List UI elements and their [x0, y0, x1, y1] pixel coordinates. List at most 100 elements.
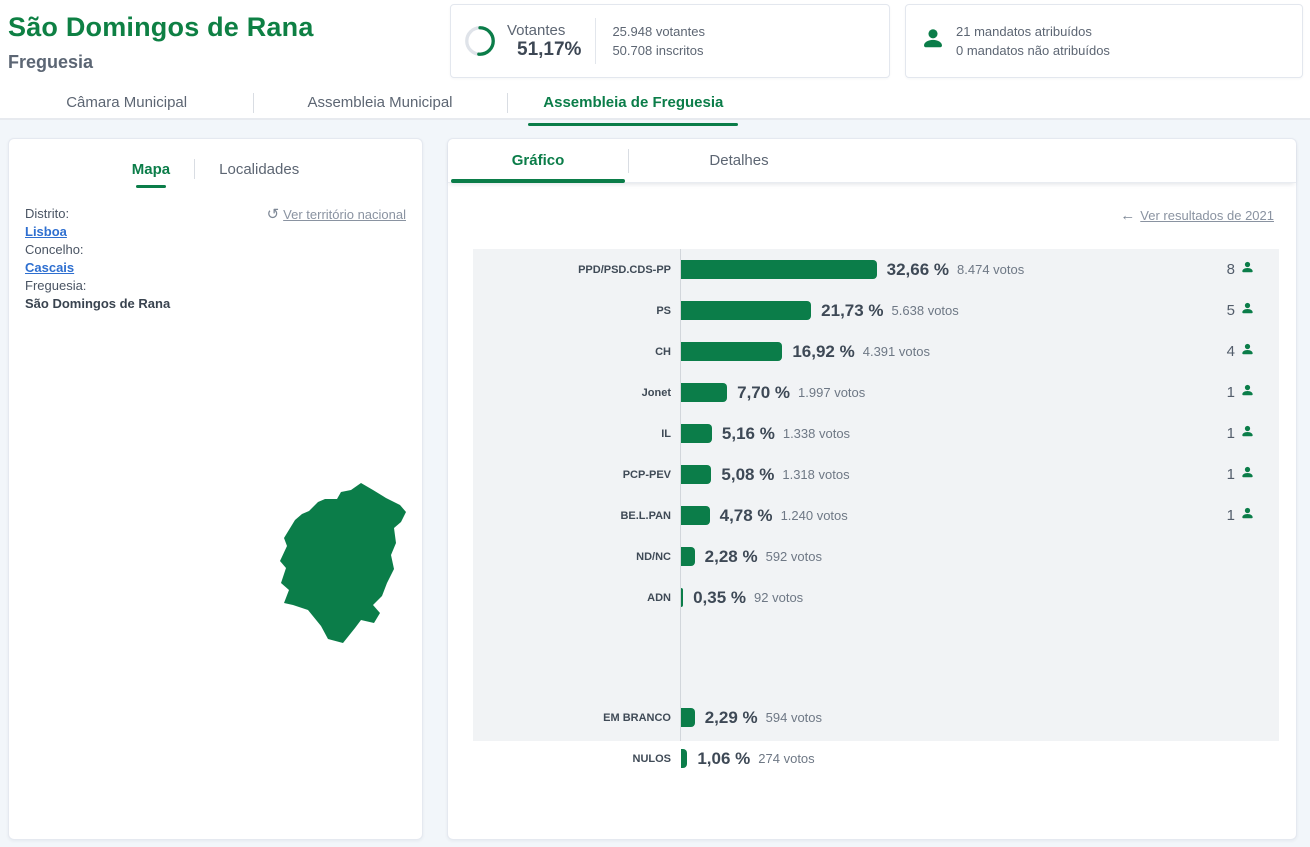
- tab-assembleia-municipal[interactable]: Assembleia Municipal: [253, 92, 506, 120]
- person-icon: [1240, 260, 1255, 279]
- district-link[interactable]: Lisboa: [25, 224, 67, 239]
- mandates-indicator: 1: [1227, 506, 1279, 525]
- rotate-left-icon: ↺: [267, 205, 280, 223]
- result-bar: [681, 383, 727, 402]
- chart-row: Jonet 7,70 % 1.997 votos 1: [473, 372, 1279, 413]
- tab-mapa[interactable]: Mapa: [108, 161, 194, 178]
- mandates-indicator: 1: [1227, 465, 1279, 484]
- mandates-indicator: 1: [1227, 424, 1279, 443]
- active-tab-underline: [528, 123, 738, 126]
- view-2021-results-link[interactable]: ← Ver resultados de 2021: [1120, 207, 1274, 224]
- mandates-card: 21 mandatos atribuídos 0 mandatos não at…: [905, 4, 1303, 78]
- mandates-unassigned: 0 mandatos não atribuídos: [956, 41, 1110, 60]
- mandates-indicator: 4: [1227, 342, 1279, 361]
- person-icon: [920, 26, 946, 57]
- chart-row: CH 16,92 % 4.391 votos 4: [473, 331, 1279, 372]
- percent-value: 32,66 %: [887, 260, 949, 280]
- mandates-summary: 21 mandatos atribuídos 0 mandatos não at…: [956, 22, 1110, 60]
- card-divider: [595, 18, 596, 64]
- person-icon: [1240, 506, 1255, 525]
- mandates-indicator: 8: [1227, 260, 1279, 279]
- person-icon: [1240, 465, 1255, 484]
- page-title: São Domingos de Rana: [8, 12, 314, 43]
- bar-track: 0,35 % 92 votos: [680, 588, 1279, 608]
- person-icon: [1240, 342, 1255, 361]
- turnout-summary: Votantes 51,17%: [507, 22, 581, 61]
- header: São Domingos de Rana Freguesia Votantes …: [0, 0, 1310, 120]
- votes-value: 4.391 votos: [863, 344, 930, 359]
- tab-grafico[interactable]: Gráfico: [448, 139, 628, 183]
- turnout-card: Votantes 51,17% 25.948 votantes 50.708 i…: [450, 4, 890, 78]
- turnout-progress-ring: [463, 24, 497, 58]
- tab-localidades[interactable]: Localidades: [195, 161, 323, 178]
- percent-value: 5,08 %: [721, 465, 774, 485]
- party-label: ADN: [473, 592, 680, 604]
- percent-value: 7,70 %: [737, 383, 790, 403]
- result-bar: [681, 708, 695, 727]
- result-bar: [681, 506, 710, 525]
- votes-value: 1.338 votos: [783, 426, 850, 441]
- reset-link-label: Ver território nacional: [283, 207, 406, 222]
- party-label: ND/NC: [473, 551, 680, 563]
- tab-detalhes[interactable]: Detalhes: [629, 139, 849, 183]
- result-bar: [681, 588, 683, 607]
- party-label: PS: [473, 305, 680, 317]
- tab-label: Assembleia de Freguesia: [543, 94, 723, 111]
- parish-map[interactable]: [261, 481, 421, 653]
- mandates-count: 1: [1227, 425, 1235, 442]
- percent-value: 2,29 %: [705, 708, 758, 728]
- result-bar: [681, 749, 687, 768]
- view-national-territory-link[interactable]: ↺ Ver território nacional: [267, 205, 406, 223]
- municipality-label: Concelho:: [25, 241, 406, 259]
- party-label: Jonet: [473, 387, 680, 399]
- tab-camara-municipal[interactable]: Câmara Municipal: [0, 92, 253, 120]
- party-label: CH: [473, 346, 680, 358]
- municipality-link[interactable]: Cascais: [25, 260, 74, 275]
- result-bar: [681, 342, 782, 361]
- bar-track: 7,70 % 1.997 votos 1: [680, 383, 1279, 403]
- party-label: BE.L.PAN: [473, 510, 680, 522]
- votes-value: 592 votos: [766, 549, 822, 564]
- bar-track: 5,16 % 1.338 votos 1: [680, 424, 1279, 444]
- bar-track: 2,29 % 594 votos: [680, 708, 1279, 728]
- chart-row: BE.L.PAN 4,78 % 1.240 votos 1: [473, 495, 1279, 536]
- person-icon: [1240, 301, 1255, 320]
- party-label: EM BRANCO: [473, 712, 680, 724]
- party-label: NULOS: [473, 753, 680, 765]
- bar-track: 21,73 % 5.638 votos 5: [680, 301, 1279, 321]
- chart-row: ND/NC 2,28 % 592 votos: [473, 536, 1279, 577]
- mandates-count: 4: [1227, 343, 1235, 360]
- bar-track: 16,92 % 4.391 votos 4: [680, 342, 1279, 362]
- page-subtitle: Freguesia: [8, 52, 93, 73]
- percent-value: 1,06 %: [697, 749, 750, 769]
- result-bar: [681, 301, 811, 320]
- tab-assembleia-de-freguesia[interactable]: Assembleia de Freguesia: [507, 92, 760, 120]
- mandates-count: 5: [1227, 302, 1235, 319]
- result-bar: [681, 547, 695, 566]
- percent-value: 2,28 %: [705, 547, 758, 567]
- percent-value: 16,92 %: [792, 342, 854, 362]
- mandates-indicator: 1: [1227, 383, 1279, 402]
- chart-row: IL 5,16 % 1.338 votos 1: [473, 413, 1279, 454]
- chart-row: NULOS 1,06 % 274 votos: [473, 738, 1279, 779]
- chart-row: EM BRANCO 2,29 % 594 votos: [473, 697, 1279, 738]
- chart-row: ADN 0,35 % 92 votos: [473, 577, 1279, 618]
- turnout-detail: 25.948 votantes 50.708 inscritos: [612, 22, 705, 60]
- votes-value: 1.318 votos: [782, 467, 849, 482]
- chart-row: PS 21,73 % 5.638 votos 5: [473, 290, 1279, 331]
- territory-info: Distrito: Lisboa Concelho: Cascais Fregu…: [9, 179, 422, 313]
- mandates-indicator: 5: [1227, 301, 1279, 320]
- chart-group-gap: [473, 618, 1279, 697]
- arrow-left-icon: ←: [1120, 207, 1135, 224]
- bar-track: 1,06 % 274 votos: [680, 749, 1279, 769]
- result-bar: [681, 260, 877, 279]
- bar-track: 2,28 % 592 votos: [680, 547, 1279, 567]
- votes-value: 594 votos: [766, 710, 822, 725]
- chart-row: PPD/PSD.CDS-PP 32,66 % 8.474 votos 8: [473, 249, 1279, 290]
- map-shape: [280, 483, 406, 643]
- bar-track: 32,66 % 8.474 votos 8: [680, 260, 1279, 280]
- mandates-count: 8: [1227, 261, 1235, 278]
- mandates-count: 1: [1227, 466, 1235, 483]
- registered-count: 50.708 inscritos: [612, 41, 705, 60]
- turnout-label: Votantes: [507, 22, 581, 39]
